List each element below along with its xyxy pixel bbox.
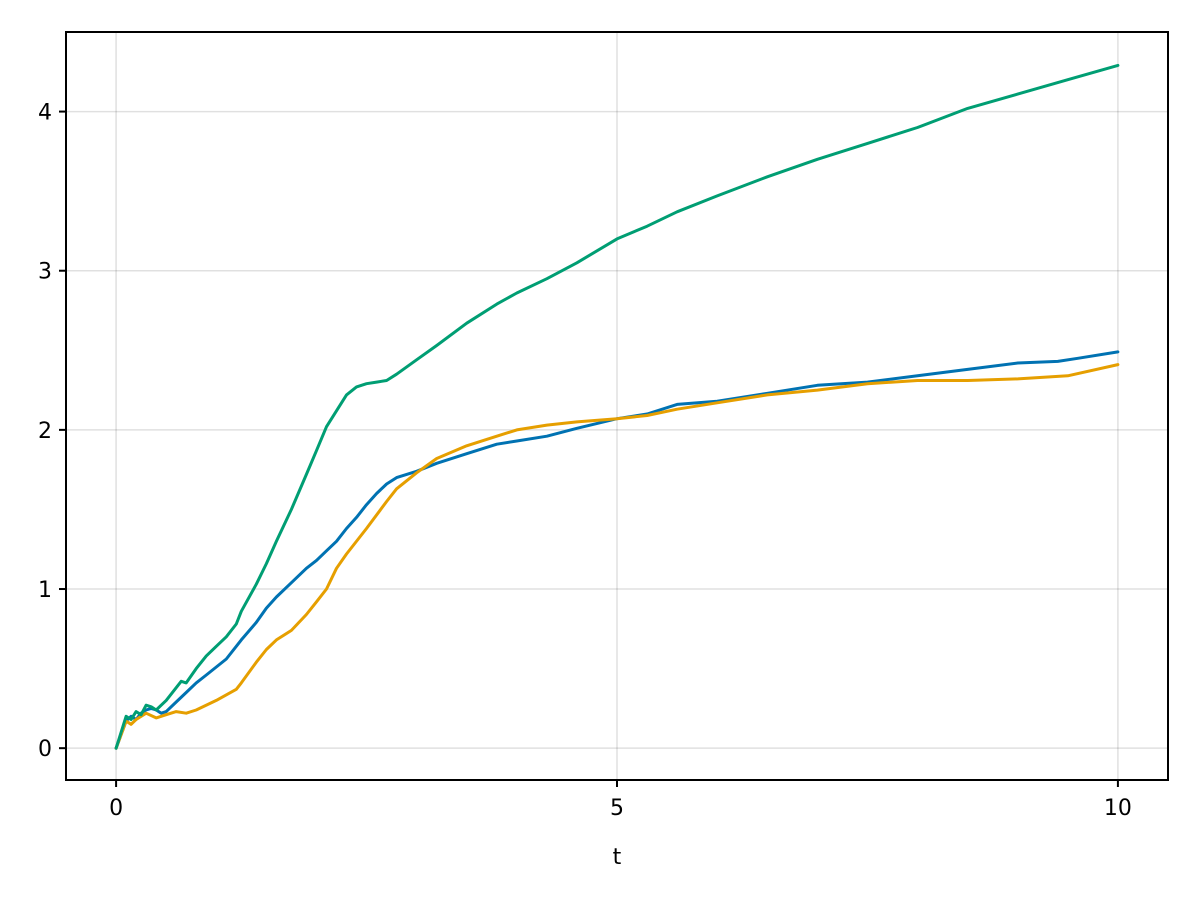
x-tick-label-1: 5: [610, 796, 624, 821]
y-tick-label-1: 1: [38, 578, 52, 603]
series-line-2: [114, 363, 1120, 750]
x-axis-label: t: [613, 845, 622, 870]
axis-ticks: 0 5 10 0 1 2 3 4: [38, 101, 1132, 821]
y-tick-label-3: 3: [38, 260, 52, 285]
y-tick-label-4: 4: [38, 101, 52, 126]
y-tick-label-0: 0: [38, 737, 52, 762]
series-lines: [114, 63, 1120, 750]
x-tick-label-2: 10: [1104, 796, 1132, 821]
series-line-1: [114, 350, 1120, 750]
series-line-3: [114, 63, 1120, 750]
grid: [66, 32, 1168, 780]
y-tick-label-2: 2: [38, 419, 52, 444]
x-tick-label-0: 0: [109, 796, 123, 821]
